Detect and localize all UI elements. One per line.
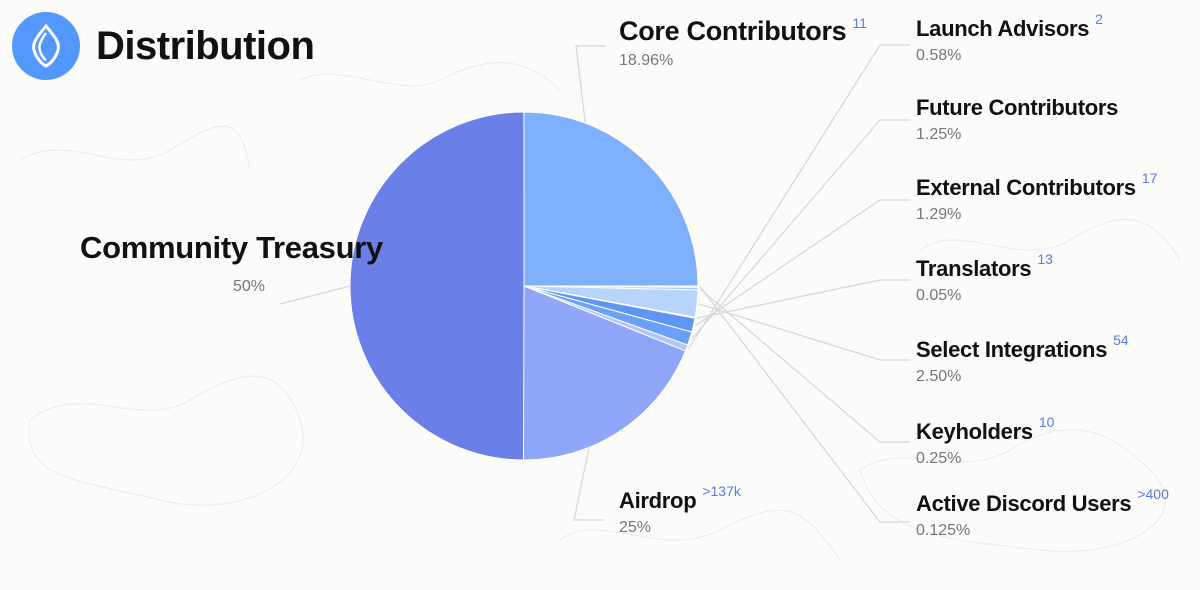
pie-slice-airdrop [523, 111, 699, 287]
slice-count: >137k [702, 483, 741, 499]
slice-percent: 2.50% [916, 368, 962, 385]
slice-name: Select Integrations [916, 337, 1108, 362]
slice-label-select-integrations: Select Integrations 54 2.50% [916, 332, 1129, 386]
slice-percent: 1.29% [916, 206, 962, 223]
page-title: Distribution [96, 23, 315, 68]
slice-percent: 0.125% [916, 522, 971, 539]
slice-name: Active Discord Users [916, 491, 1132, 516]
pie-slices [349, 111, 699, 461]
slice-count: 10 [1038, 414, 1055, 430]
leader-line-external-contributors [695, 199, 910, 327]
slice-percent: 0.25% [916, 450, 962, 467]
leader-line-translators [696, 279, 910, 319]
slice-label-community-treasury: Community Treasury 50% [80, 226, 383, 296]
leader-line-active-discord-users [699, 286, 910, 523]
leader-line-launch-advisors [687, 44, 910, 350]
slice-name: Future Contributors [916, 95, 1119, 120]
pie-slice-community-treasury [349, 111, 525, 461]
leader-line-future-contributors [691, 119, 910, 340]
slice-name: Core Contributors [619, 16, 847, 46]
slice-name: Keyholders [916, 419, 1033, 444]
slice-label-external-contributors: External Contributors 17 1.29% [916, 170, 1157, 224]
slice-count: >400 [1137, 486, 1169, 502]
slice-label-active-discord-users: Active Discord Users >400 0.125% [916, 486, 1169, 540]
slice-count: 11 [852, 15, 867, 31]
slice-percent: 0.05% [916, 287, 962, 304]
slice-name: External Contributors [916, 175, 1136, 200]
slice-name: Translators [916, 256, 1032, 281]
slice-label-airdrop: Airdrop >137k 25% [619, 483, 741, 537]
pie-slice-core-contributors [522, 285, 687, 461]
slice-count: 2 [1095, 11, 1103, 27]
slice-label-translators: Translators 13 0.05% [916, 251, 1053, 305]
slice-percent: 25% [619, 519, 652, 536]
slice-percent: 50% [232, 278, 265, 295]
slice-name: Airdrop [619, 488, 697, 513]
slice-label-future-contributors: Future Contributors 1.25% [916, 95, 1118, 144]
ens-logo-icon [12, 12, 80, 80]
slice-count: 13 [1037, 251, 1053, 267]
leader-line-keyholders [699, 288, 910, 443]
slice-percent: 1.25% [916, 126, 962, 143]
leader-line-select-integrations [698, 303, 910, 361]
slice-name: Launch Advisors [916, 16, 1090, 41]
slice-label-launch-advisors: Launch Advisors 2 0.58% [916, 11, 1103, 65]
slice-percent: 18.96% [619, 52, 674, 69]
slice-label-core-contributors: Core Contributors 11 18.96% [619, 15, 867, 70]
slice-percent: 0.58% [916, 47, 962, 64]
header: Distribution [12, 12, 315, 80]
slice-count: 17 [1141, 170, 1158, 186]
slice-count: 54 [1113, 332, 1129, 348]
leader-line-community-treasury [279, 285, 351, 305]
slice-label-keyholders: Keyholders 10 0.25% [916, 414, 1054, 468]
slice-name: Community Treasury [80, 230, 383, 265]
